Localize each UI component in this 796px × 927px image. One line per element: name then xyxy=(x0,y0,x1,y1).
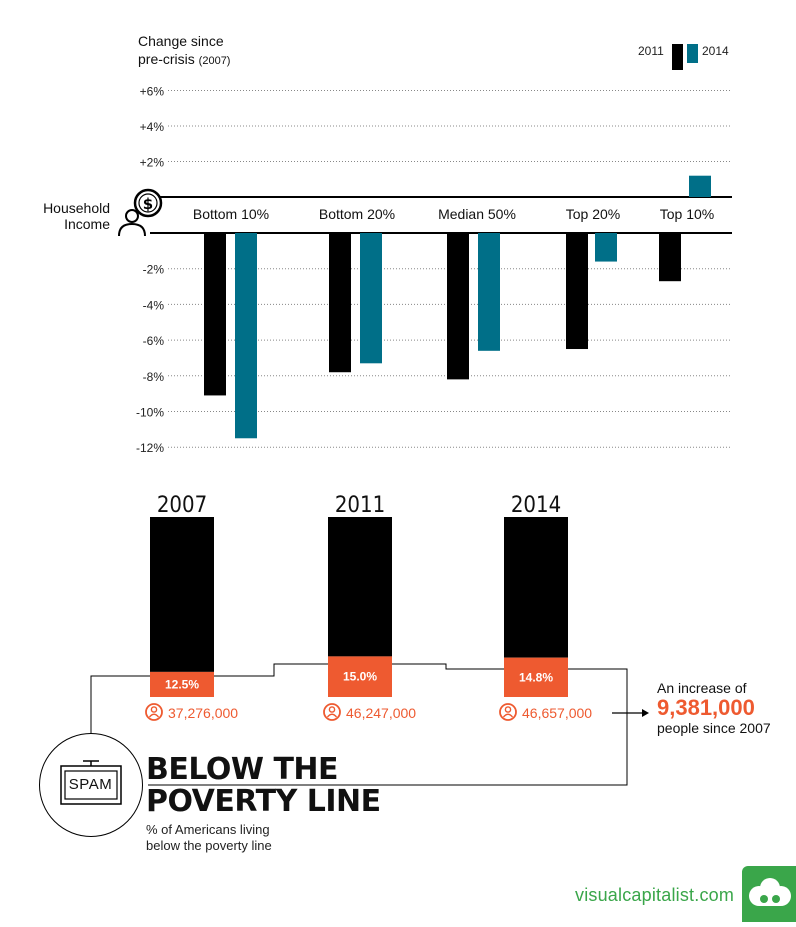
brand-link[interactable]: visualcapitalist.com xyxy=(575,885,735,905)
bar-2014 xyxy=(689,175,711,197)
y-tick-label: -6% xyxy=(143,334,165,348)
money-person-icon: $ xyxy=(118,188,163,237)
legend-swatch-2014 xyxy=(687,44,698,63)
category-label: Bottom 20% xyxy=(319,206,395,222)
person-icon xyxy=(145,703,163,721)
poverty-title-line2: POVERTY LINE xyxy=(146,784,381,819)
svg-text:$: $ xyxy=(143,195,153,213)
spam-label: SPAM xyxy=(68,776,113,793)
category-label: Bottom 10% xyxy=(193,206,269,222)
bar-2011 xyxy=(659,233,681,282)
household-income-label: Household Income xyxy=(20,200,110,232)
people-count-label: 46,657,000 xyxy=(522,705,592,721)
poverty-value-label: 14.8% xyxy=(519,670,553,684)
poverty-value-box xyxy=(328,656,392,697)
poverty-value-box xyxy=(150,671,214,697)
y-tick-label: -10% xyxy=(136,406,164,420)
increase-intro: An increase of xyxy=(657,680,747,696)
legend-label-2011: 2011 xyxy=(638,44,664,58)
person-icon-body xyxy=(326,713,338,718)
person-icon-body xyxy=(148,713,160,718)
y-tick-label: -4% xyxy=(143,298,165,312)
legend-swatch-2011 xyxy=(672,44,683,70)
chart-title-year: (2007) xyxy=(198,55,231,67)
person-icon xyxy=(323,703,341,721)
household-label: Household xyxy=(43,200,110,216)
legend-label-2014: 2014 xyxy=(702,44,729,58)
increase-callout: An increase of 9,381,000 people since 20… xyxy=(657,679,771,737)
chart-title-line1: Change since xyxy=(138,33,224,49)
year-label: 2014 xyxy=(511,493,561,518)
bar-2014 xyxy=(235,233,257,439)
bar-2011 xyxy=(204,233,226,396)
poverty-title-line1: BELOW THE xyxy=(146,752,339,787)
bar-2014 xyxy=(478,233,500,351)
year-label: 2007 xyxy=(157,493,207,518)
poverty-title: BELOW THE POVERTY LINE xyxy=(146,754,381,818)
bar-2011 xyxy=(329,233,351,373)
y-tick-label: -8% xyxy=(143,370,165,384)
poverty-bar xyxy=(328,517,392,657)
chart-title-line2: pre-crisis (2007) xyxy=(138,51,230,67)
bar-2014 xyxy=(595,233,617,262)
bar-2011 xyxy=(447,233,469,380)
brand-logo-icon xyxy=(742,866,796,922)
poverty-subtitle-line2: below the poverty line xyxy=(146,838,272,853)
poverty-value-box xyxy=(504,657,568,697)
increase-outro: people since 2007 xyxy=(657,720,771,736)
person-icon-body xyxy=(502,713,514,718)
category-label: Median 50% xyxy=(438,206,516,222)
income-label: Income xyxy=(64,216,110,232)
poverty-value-label: 12.5% xyxy=(165,677,199,691)
person-icon-head xyxy=(504,706,512,713)
person-icon-head xyxy=(150,706,158,713)
bar-2014 xyxy=(360,233,382,364)
people-count-label: 37,276,000 xyxy=(168,705,238,721)
spam-can-icon: SPAM xyxy=(39,733,143,837)
poverty-bar xyxy=(504,517,568,658)
person-icon-head xyxy=(328,706,336,713)
y-tick-label: +2% xyxy=(140,156,165,170)
y-tick-label: -2% xyxy=(143,263,165,277)
people-count-label: 46,247,000 xyxy=(346,705,416,721)
chart-title-pre-crisis: pre-crisis xyxy=(138,51,195,67)
category-band xyxy=(150,197,732,233)
increase-value: 9,381,000 xyxy=(657,695,755,720)
poverty-subtitle: % of Americans living below the poverty … xyxy=(146,822,272,854)
category-label: Top 10% xyxy=(660,206,714,222)
poverty-subtitle-line1: % of Americans living xyxy=(146,822,270,837)
y-tick-label: -12% xyxy=(136,441,164,455)
year-label: 2011 xyxy=(335,493,385,518)
y-tick-label: +4% xyxy=(140,120,165,134)
poverty-bar xyxy=(150,517,214,672)
category-label: Top 20% xyxy=(566,206,620,222)
person-icon xyxy=(499,703,517,721)
poverty-value-label: 15.0% xyxy=(343,670,377,684)
y-tick-label: +6% xyxy=(140,85,165,99)
bar-2011 xyxy=(566,233,588,350)
arrow-head xyxy=(642,709,649,717)
